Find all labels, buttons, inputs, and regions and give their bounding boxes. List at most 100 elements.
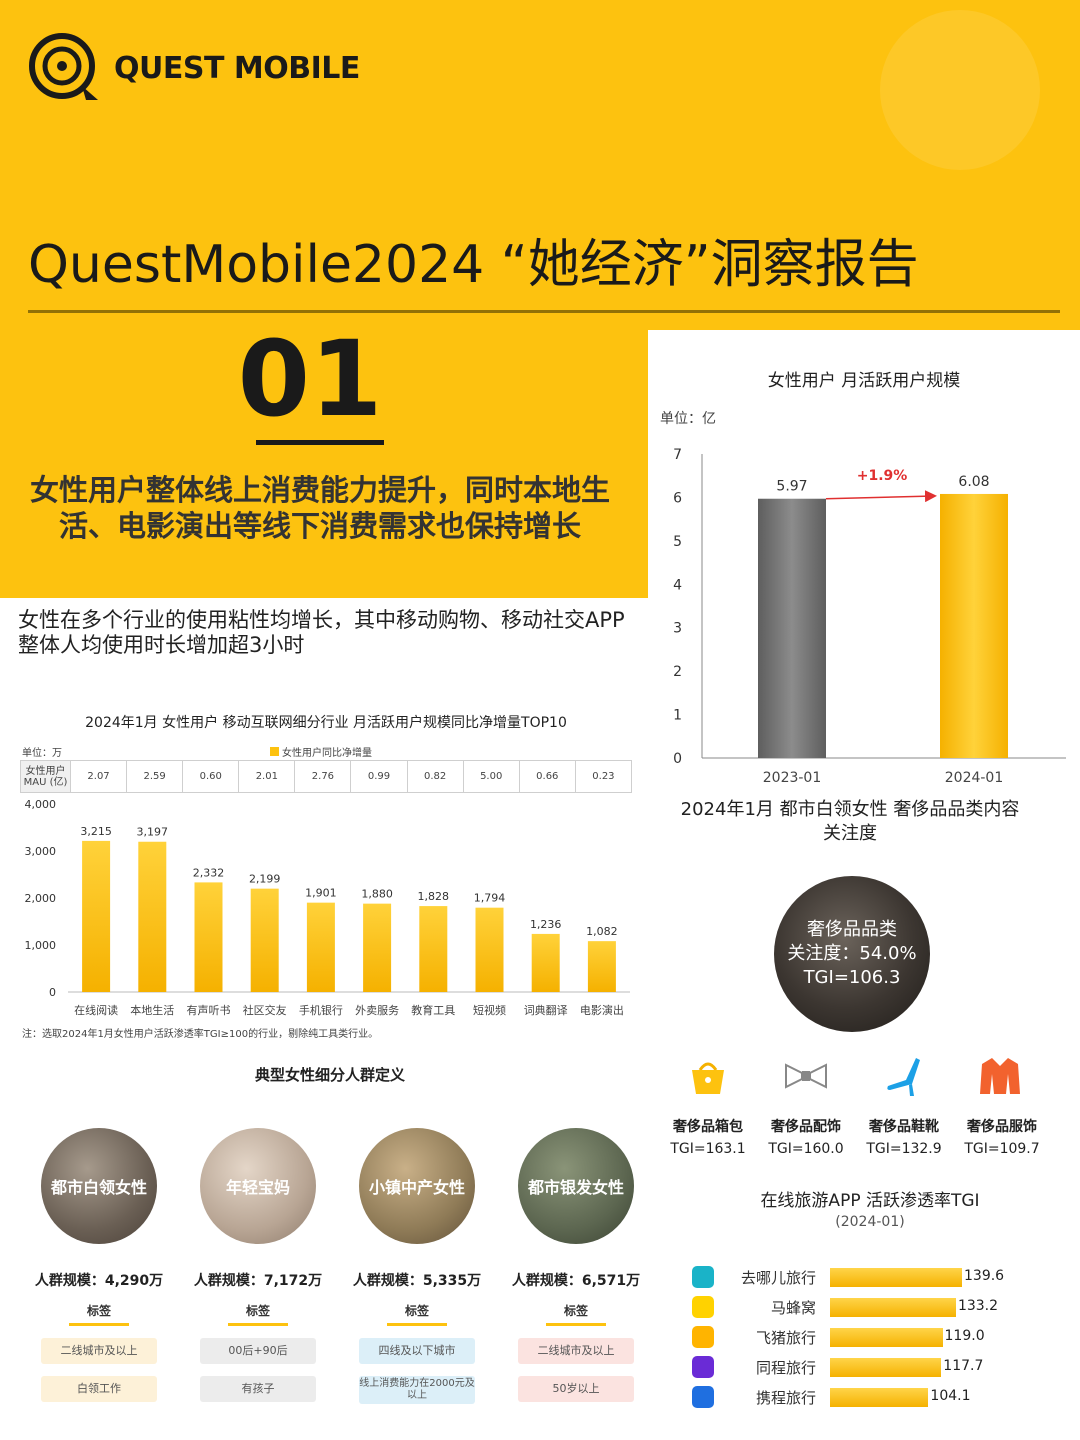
luxury-attention-circle: 奢侈品品类 关注度：54.0% TGI=106.3 (774, 876, 930, 1032)
x-tick-label: 电影演出 (580, 1003, 624, 1017)
y-tick-label: 3,000 (25, 845, 57, 858)
tag-underline (387, 1323, 447, 1326)
luxury-item-name: 奢侈品鞋靴 (869, 1119, 939, 1135)
luxury-item: 奢侈品鞋靴 TGI=132.9 (854, 1116, 954, 1160)
persona-tag: 白领工作 (41, 1376, 157, 1402)
y-tick-label: 6 (673, 490, 682, 506)
legend-swatch (270, 747, 279, 756)
mau-row-header: 女性用户MAU (亿) (20, 760, 71, 793)
ctrip-icon (692, 1386, 714, 1408)
bar (758, 498, 826, 758)
tgi-bar (830, 1298, 956, 1317)
mau-row-table: 女性用户MAU (亿) 2.07 2.59 0.60 2.01 2.76 0.9… (20, 760, 633, 793)
persona-card: 都市白领女性 人群规模：4,290万 标签 二线城市及以上 白领工作 (24, 1128, 174, 1402)
bar (419, 906, 448, 992)
persona-scale: 人群规模：5,335万 (352, 1273, 482, 1289)
handbag-icon (678, 1046, 738, 1106)
table-cell: 0.99 (350, 760, 408, 793)
persona-name: 年轻宝妈 (225, 1178, 290, 1197)
mafengwo-icon (692, 1296, 714, 1318)
x-tick-label: 教育工具 (411, 1003, 455, 1017)
luxury-item: 奢侈品服饰 TGI=109.7 (952, 1116, 1052, 1160)
bar (82, 840, 111, 992)
luxury-title: 2024年1月 都市白领女性 奢侈品品类内容关注度 (680, 799, 1020, 844)
persona-tag: 50岁以上 (518, 1376, 634, 1402)
bar (138, 841, 167, 992)
data-label: 2,199 (249, 873, 281, 886)
travel-subtitle: (2024-01) (835, 1214, 905, 1230)
app-name: 同程旅行 (755, 1359, 816, 1377)
luxury-item-tgi: TGI=160.0 (768, 1141, 844, 1157)
app-name: 去哪儿旅行 (740, 1269, 816, 1287)
persona-scale: 人群规模：7,172万 (193, 1273, 323, 1289)
tgi-bar (830, 1388, 929, 1407)
x-tick-label: 手机银行 (299, 1003, 343, 1017)
tgi-value-label: 133.2 (957, 1298, 999, 1314)
coat-icon (970, 1046, 1030, 1106)
luxury-item-tgi: TGI=109.7 (964, 1141, 1040, 1157)
persona-card: 小镇中产女性 人群规模：5,335万 标签 四线及以下城市 线上消费能力在200… (342, 1128, 492, 1404)
data-label: 1,828 (418, 890, 450, 903)
y-tick-label: 5 (673, 534, 682, 550)
luxury-circle-tgi: TGI=106.3 (803, 967, 901, 988)
y-tick-label: 2 (673, 664, 682, 680)
persona-tag: 二线城市及以上 (41, 1338, 157, 1364)
persona-avatar: 年轻宝妈 (200, 1128, 316, 1244)
section-subtitle: 女性在多个行业的使用粘性均增长，其中移动购物、移动社交APP整体人均使用时长增加… (18, 608, 625, 657)
tongcheng-icon (692, 1356, 714, 1378)
persona-name: 都市白领女性 (50, 1178, 147, 1197)
data-label: 1,901 (305, 887, 337, 900)
divider (28, 310, 1060, 313)
luxury-item-name: 奢侈品服饰 (967, 1119, 1037, 1135)
tag-underline (546, 1323, 606, 1326)
tgi-bar (830, 1328, 943, 1347)
growth-arrow (825, 490, 937, 503)
section-number: 01 (237, 318, 383, 440)
bowtie-icon (776, 1046, 836, 1106)
persona-scale: 人群规模：6,571万 (511, 1273, 641, 1289)
persona-tag: 四线及以下城市 (359, 1338, 475, 1364)
data-label: 1,236 (530, 918, 562, 931)
top10-bar-chart: 0 1,000 2,000 3,000 4,000 3,215 在线阅读 3,197 本地生活 2… (25, 798, 630, 1017)
y-tick-label: 1 (673, 708, 682, 724)
luxury-item: 奢侈品箱包 TGI=163.1 (658, 1116, 758, 1160)
decor-circle (880, 10, 1040, 170)
top10-chart-unit: 单位：万 (22, 748, 62, 759)
personas-title: 典型女性细分人群定义 (254, 1066, 405, 1084)
data-label: 1,082 (586, 925, 618, 938)
table-cell: 2.59 (126, 760, 184, 793)
growth-label: +1.9% (857, 468, 908, 484)
persona-card: 都市银发女性 人群规模：6,571万 标签 二线城市及以上 50岁以上 (501, 1128, 651, 1402)
table-cell: 2.07 (69, 760, 128, 793)
table-cell: 0.82 (406, 760, 464, 793)
x-tick-label: 外卖服务 (355, 1004, 399, 1017)
table-row: 女性用户MAU (亿) 2.07 2.59 0.60 2.01 2.76 0.9… (20, 760, 633, 793)
brand-logo: QUEST MOBILE (24, 28, 364, 108)
legend-label: 女性用户同比净增量 (282, 748, 372, 759)
mau-chart-title: 女性用户 月活跃用户规模 (767, 371, 961, 391)
bar (531, 933, 560, 992)
travel-title: 在线旅游APP 活跃渗透率TGI (760, 1191, 980, 1211)
section-divider (256, 440, 384, 445)
luxury-item: 奢侈品配饰 TGI=160.0 (756, 1116, 856, 1160)
section-headline: 女性用户整体线上消费能力提升，同时本地生活、电影演出等线下消费需求也保持增长 (30, 473, 611, 543)
table-cell: 2.01 (238, 760, 296, 793)
y-tick-label: 7 (673, 447, 682, 463)
persona-avatar: 小镇中产女性 (359, 1128, 475, 1244)
data-label: 1,880 (361, 888, 393, 901)
y-tick-label: 4,000 (25, 798, 57, 811)
persona-tag: 有孩子 (200, 1376, 316, 1402)
top10-note: 注：选取2024年1月女性用户活跃渗透率TGI≥100的行业，剔除纯工具类行业。 (22, 1029, 379, 1040)
app-name: 携程旅行 (755, 1389, 816, 1407)
y-tick-label: 3 (673, 621, 682, 637)
luxury-item-tgi: TGI=163.1 (670, 1141, 746, 1157)
data-label: 6.08 (958, 474, 989, 490)
brand-name: QUEST MOBILE (114, 50, 360, 86)
data-label: 1,794 (474, 892, 506, 905)
bar (475, 907, 504, 992)
luxury-item-tgi: TGI=132.9 (866, 1141, 942, 1157)
tag-header: 标签 (404, 1304, 429, 1318)
tag-header: 标签 (563, 1304, 588, 1318)
x-tick-label: 社区交友 (243, 1003, 287, 1017)
bar (363, 903, 392, 992)
